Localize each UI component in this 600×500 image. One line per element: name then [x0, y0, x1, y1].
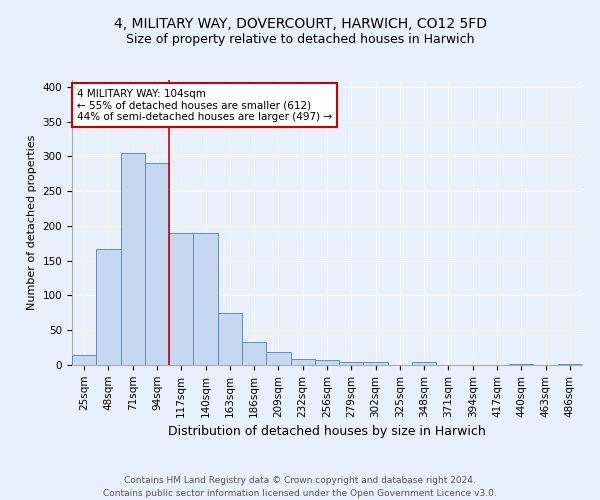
Bar	[266, 352, 290, 365]
Bar	[145, 164, 169, 365]
Bar	[339, 362, 364, 365]
Text: Contains HM Land Registry data © Crown copyright and database right 2024.: Contains HM Land Registry data © Crown c…	[124, 476, 476, 485]
X-axis label: Distribution of detached houses by size in Harwich: Distribution of detached houses by size …	[168, 425, 486, 438]
Bar	[558, 364, 582, 365]
Text: 4 MILITARY WAY: 104sqm
← 55% of detached houses are smaller (612)
44% of semi-de: 4 MILITARY WAY: 104sqm ← 55% of detached…	[77, 88, 332, 122]
Text: Size of property relative to detached houses in Harwich: Size of property relative to detached ho…	[126, 32, 474, 46]
Bar	[509, 364, 533, 365]
Bar	[96, 249, 121, 365]
Bar	[290, 358, 315, 365]
Y-axis label: Number of detached properties: Number of detached properties	[27, 135, 37, 310]
Bar	[193, 233, 218, 365]
Bar	[72, 354, 96, 365]
Text: Contains public sector information licensed under the Open Government Licence v3: Contains public sector information licen…	[103, 489, 497, 498]
Bar	[242, 342, 266, 365]
Bar	[121, 153, 145, 365]
Bar	[218, 313, 242, 365]
Bar	[315, 360, 339, 365]
Text: 4, MILITARY WAY, DOVERCOURT, HARWICH, CO12 5FD: 4, MILITARY WAY, DOVERCOURT, HARWICH, CO…	[113, 18, 487, 32]
Bar	[364, 362, 388, 365]
Bar	[412, 362, 436, 365]
Bar	[169, 233, 193, 365]
